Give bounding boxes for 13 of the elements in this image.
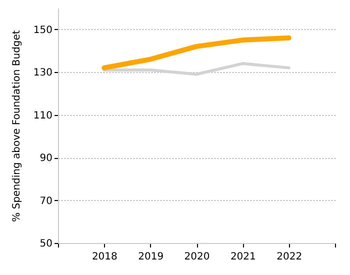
x-tick-label: 2020 (184, 252, 210, 262)
y-tick-label: 70 (40, 196, 52, 207)
y-tick-label: 110 (33, 110, 52, 122)
y-tick-label: 130 (33, 68, 52, 79)
line-series (102, 62, 290, 76)
y-tick-label: 50 (40, 238, 52, 250)
y-tick-label: 150 (33, 24, 52, 36)
x-tick-label: 2021 (230, 252, 256, 262)
y-tick-label: 90 (40, 153, 52, 164)
x-tick-label: 2018 (92, 252, 118, 262)
x-tick-label: 2022 (276, 252, 302, 262)
y-axis-title: % Spending above Foundation Budget (11, 30, 22, 222)
x-tick-label: 2019 (138, 252, 164, 262)
